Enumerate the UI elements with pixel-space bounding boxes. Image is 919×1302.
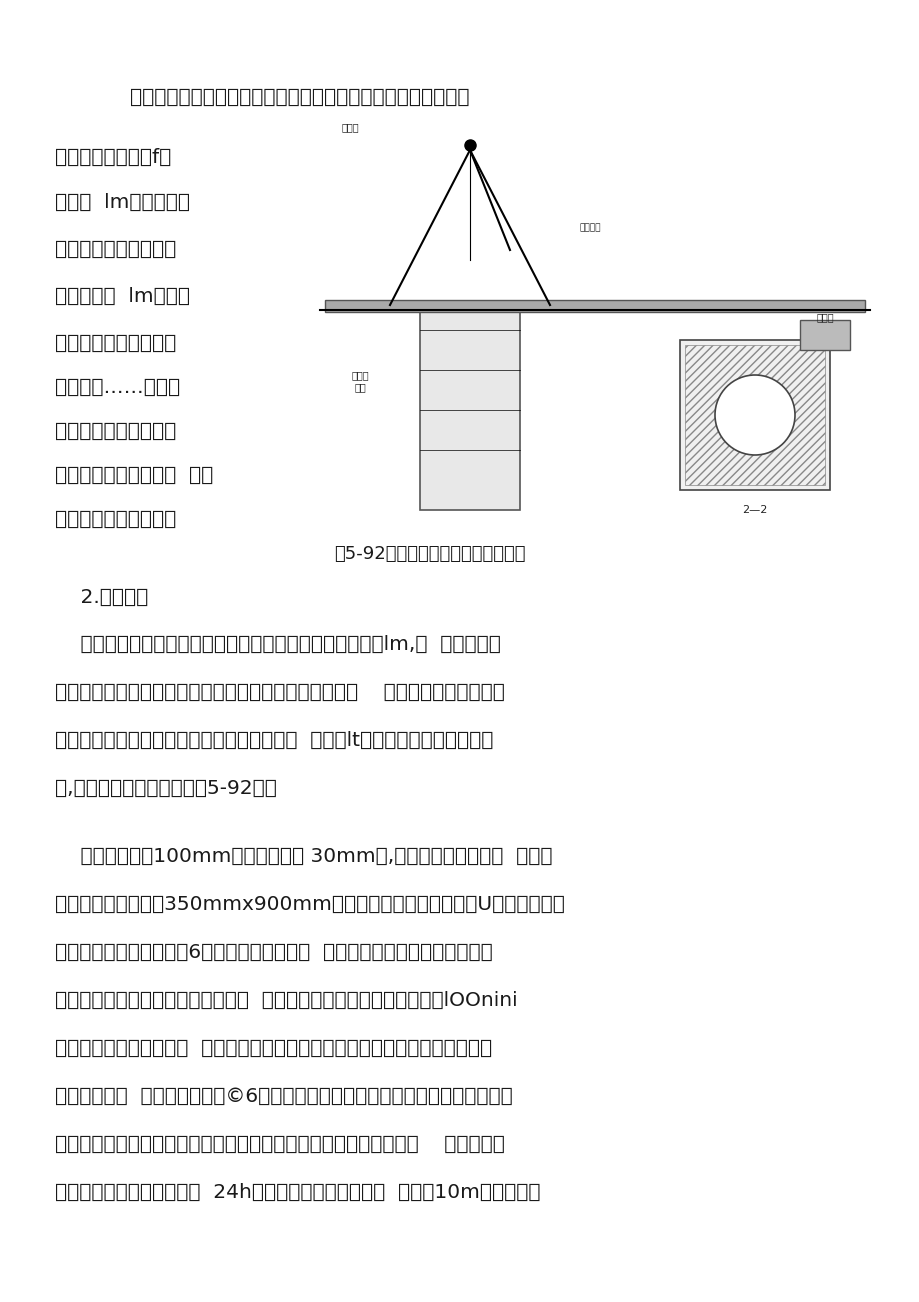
Text: 筑混凝土一桩头养护。: 筑混凝土一桩头养护。 — [55, 510, 176, 529]
Text: 辅以小型潜水泵排水。挖土  24h连续作业，隔夜时，先排  水。在10m以下挖土，: 辅以小型潜水泵排水。挖土 24h连续作业，隔夜时，先排 水。在10m以下挖土， — [55, 1184, 540, 1202]
Bar — [324, 299, 864, 312]
Text: 活底吊桶: 活底吊桶 — [579, 223, 601, 232]
Text: 在塌方处用砖  砌外模，配适量©6钢筋，再支内模浇混凝土护壁。孔内渗少量水，: 在塌方处用砖 砌外模，配适量©6钢筋，再支内模浇混凝土护壁。孔内渗少量水， — [55, 1087, 512, 1105]
Text: 采取随挖土随用吊桶（用土堵桶底缝隙）将泥水一起吊运出，个别渗    水量大时，: 采取随挖土随用吊桶（用土堵桶底缝隙）将泥水一起吊运出，个别渗 水量大时， — [55, 1135, 505, 1154]
Text: 混凝土
护壁: 混凝土 护壁 — [351, 370, 369, 392]
Text: 护壁一挖土  lm深一支: 护壁一挖土 lm深一支 — [55, 286, 190, 306]
Text: 放钢筋笼一用导管法水  中浇: 放钢筋笼一用导管法水 中浇 — [55, 466, 213, 486]
Text: 也挖土  lm深一支一节: 也挖土 lm深一支一节 — [55, 193, 190, 212]
Text: 2—2: 2—2 — [742, 505, 766, 516]
Text: 人工成孔桩工艺流程为：整平场地、定桩位一安三木搭、提升系: 人工成孔桩工艺流程为：整平场地、定桩位一安三木搭、提升系 — [130, 89, 469, 107]
Text: 用人工从上到下逐层开挖桩孔，为防止塌孔，采取每挖深lm,浇  筑一节混凝: 用人工从上到下逐层开挖桩孔，为防止塌孔，采取每挖深lm,浇 筑一节混凝 — [55, 635, 500, 654]
Text: 定型钢模板，用尺寸350mmx900mm弧形钢模及拼接板组成，用U形卡连接，上: 定型钢模板，用尺寸350mmx900mm弧形钢模及拼接板组成，用U形卡连接，上 — [55, 894, 564, 914]
Text: 钎破碎。在孔口部位铺活动安全盖板，搭三木  搭，用lt慢速卷扬吊吊桶作垂直运: 钎破碎。在孔口部位铺活动安全盖板，搭三木 搭，用lt慢速卷扬吊吊桶作垂直运 — [55, 730, 493, 750]
Text: 业，直至设计深度一吊: 业，直至设计深度一吊 — [55, 422, 176, 441]
Bar — [800, 320, 849, 350]
Text: 土护壁，直至设计深度。孔内挖土由人工用锹、镐进行，    遇姜结石层，采用锤、: 土护壁，直至设计深度。孔内挖土由人工用锹、镐进行， 遇姜结石层，采用锤、 — [55, 684, 505, 702]
Text: 模板、浇筑一节混凝土: 模板、浇筑一节混凝土 — [55, 240, 176, 259]
Text: 节支下节，如此循环作业。混凝土用  吊斗运入井内，人工浇筑，上部留lOOnini: 节支下节，如此循环作业。混凝土用 吊斗运入井内，人工浇筑，上部留lOOnini — [55, 991, 517, 1010]
Bar — [679, 340, 829, 490]
Bar — [685, 345, 824, 486]
Text: 高浇灌口，浇完后用混凝  土堵塞，防止地下水集中冲坏土壁。遇局部塌孔，采取: 高浇灌口，浇完后用混凝 土堵塞，防止地下水集中冲坏土壁。遇局部塌孔，采取 — [55, 1039, 492, 1059]
Text: 三木搭: 三木搭 — [341, 122, 358, 132]
Text: 一节模板、浇筑一节混: 一节模板、浇筑一节混 — [55, 335, 176, 353]
Text: 下各设一道两半圆组成的6号槽钢内箍顶紧，不  另设支撑，以便井下作业，拆上: 下各设一道两半圆组成的6号槽钢内箍顶紧，不 另设支撑，以便井下作业，拆上 — [55, 943, 493, 962]
Circle shape — [714, 375, 794, 454]
Text: 统和活动安全盖板f桩: 统和活动安全盖板f桩 — [55, 148, 171, 167]
Text: 输,用手推车作水平运输（图5-92）。: 输,用手推车作水平运输（图5-92）。 — [55, 779, 277, 798]
Text: 图5-92大直径灌注桩人工成孔工艺图: 图5-92大直径灌注桩人工成孔工艺图 — [334, 546, 525, 562]
Bar — [420, 310, 519, 510]
Text: 凝土护壁……循环作: 凝土护壁……循环作 — [55, 378, 180, 397]
Bar — [310, 141, 879, 530]
Text: 2.成孔方法: 2.成孔方法 — [55, 589, 148, 607]
Text: 混凝土护壁厚100mm（允许误差士 30mm）,模板采用一节组合工  具式内: 混凝土护壁厚100mm（允许误差士 30mm）,模板采用一节组合工 具式内 — [55, 848, 552, 866]
Text: 卷扬机: 卷扬机 — [815, 312, 833, 322]
